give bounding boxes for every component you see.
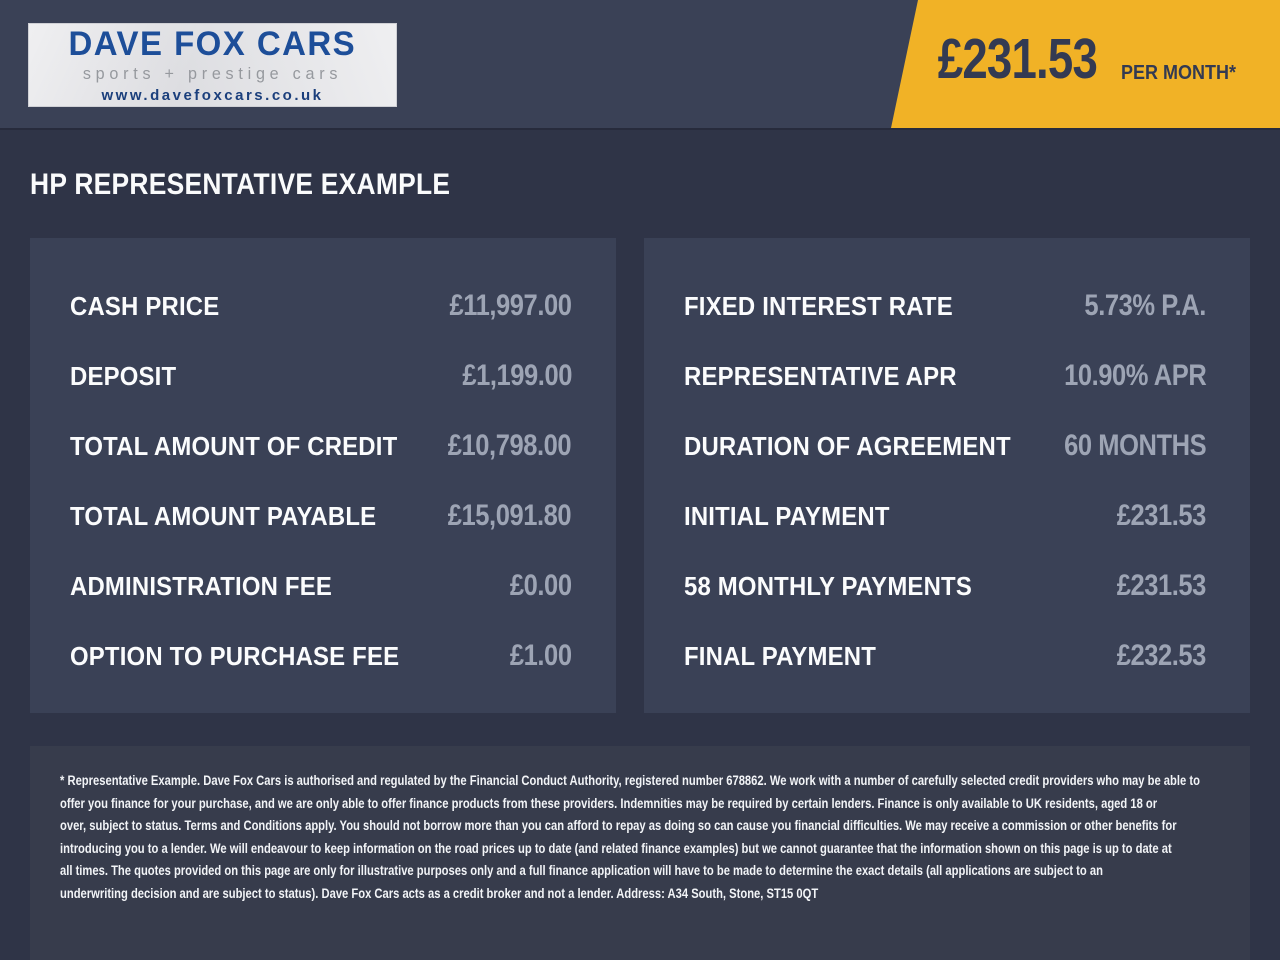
main-content: HP REPRESENTATIVE EXAMPLE CASH PRICE £11… [0,170,1280,960]
finance-row: DEPOSIT £1,199.00 [70,341,572,411]
finance-row: INITIAL PAYMENT £231.53 [683,481,1207,551]
finance-panels: CASH PRICE £11,997.00 DEPOSIT £1,199.00 … [30,238,1250,713]
finance-row: REPRESENTATIVE APR 10.90% APR [683,341,1207,411]
finance-row: 58 MONTHLY PAYMENTS £231.53 [683,551,1207,621]
finance-row: ADMINISTRATION FEE £0.00 [70,551,572,621]
finance-row: OPTION TO PURCHASE FEE £1.00 [70,621,572,691]
disclaimer-section: * Representative Example. Dave Fox Cars … [30,746,1250,960]
disclaimer-line: underwriting decision and are subject to… [60,885,819,901]
disclaimer-line: over, subject to status. Terms and Condi… [60,818,1177,833]
finance-value: 60 MONTHS [1063,429,1207,462]
finance-label: DEPOSIT [70,361,177,391]
disclaimer-line: offer you finance for your purchase, and… [60,795,1158,811]
finance-value: £1.00 [509,639,572,672]
finance-label: REPRESENTATIVE APR [683,361,957,391]
finance-row: CASH PRICE £11,997.00 [70,271,572,341]
finance-value: £11,997.00 [449,289,572,322]
monthly-price: £231.53 [937,27,1098,91]
finance-value: £10,798.00 [448,429,572,462]
finance-label: TOTAL AMOUNT OF CREDIT [70,431,398,461]
finance-value: £0.00 [509,569,572,602]
header-bar: DAVE FOX CARS sports + prestige cars www… [0,0,1280,130]
finance-row: DURATION OF AGREEMENT 60 MONTHS [683,411,1207,481]
finance-panel-left: CASH PRICE £11,997.00 DEPOSIT £1,199.00 … [30,238,616,713]
disclaimer-text: * Representative Example. Dave Fox Cars … [60,770,1245,905]
dealer-logo-title: DAVE FOX CARS [68,25,357,63]
monthly-price-period: PER MONTH* [1121,62,1237,84]
finance-value: £15,091.80 [448,499,572,532]
dealer-logo: DAVE FOX CARS sports + prestige cars www… [28,23,397,107]
finance-row: TOTAL AMOUNT OF CREDIT £10,798.00 [70,411,572,481]
dealer-logo-subtitle: sports + prestige cars [82,64,343,83]
finance-panel-right: FIXED INTEREST RATE 5.73% P.A. REPRESENT… [643,238,1250,713]
finance-value: £231.53 [1116,499,1207,532]
disclaimer-line: introducing you to a lender. We will end… [60,840,1172,856]
finance-label: OPTION TO PURCHASE FEE [70,641,400,671]
finance-row: FINAL PAYMENT £232.53 [683,621,1207,691]
finance-label: TOTAL AMOUNT PAYABLE [70,501,377,531]
finance-label: FINAL PAYMENT [683,641,876,671]
finance-value: 10.90% APR [1063,359,1207,392]
finance-label: 58 MONTHLY PAYMENTS [683,571,972,601]
finance-label: INITIAL PAYMENT [683,501,890,531]
finance-value: 5.73% P.A. [1084,289,1207,322]
finance-label: ADMINISTRATION FEE [70,571,332,601]
page-title: HP REPRESENTATIVE EXAMPLE [30,168,451,201]
finance-value: £232.53 [1116,639,1207,672]
disclaimer-line: all times. The quotes provided on this p… [60,863,1103,878]
finance-value: £231.53 [1116,569,1207,602]
finance-row: TOTAL AMOUNT PAYABLE £15,091.80 [70,481,572,551]
dealer-website-url: www.davefoxcars.co.uk [101,87,324,104]
finance-label: FIXED INTEREST RATE [683,291,953,321]
finance-row: FIXED INTEREST RATE 5.73% P.A. [683,271,1207,341]
finance-label: DURATION OF AGREEMENT [683,431,1011,461]
finance-label: CASH PRICE [70,291,220,321]
disclaimer-line: * Representative Example. Dave Fox Cars … [60,773,1200,788]
finance-value: £1,199.00 [461,359,572,392]
price-ribbon: £231.53 PER MONTH* [891,0,1280,128]
